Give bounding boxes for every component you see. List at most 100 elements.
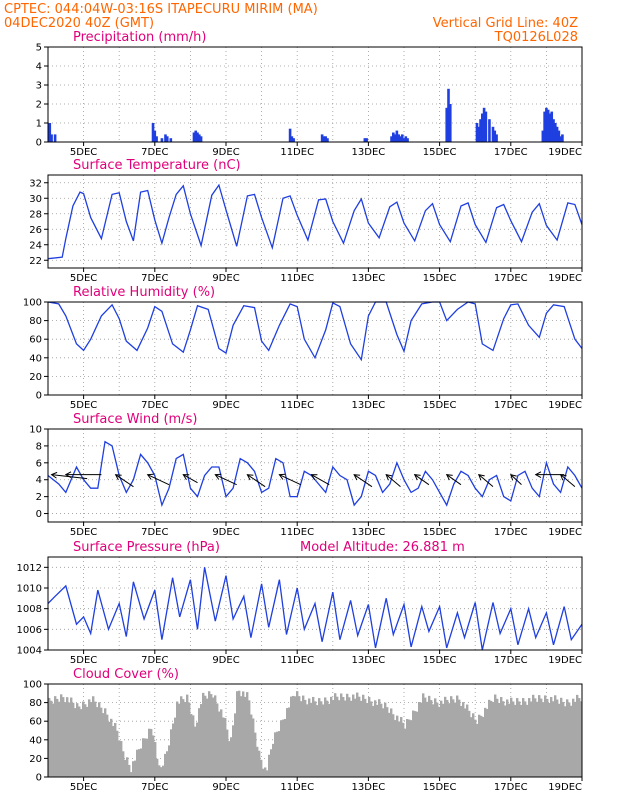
cloud-bar [48, 697, 51, 777]
cloud-bar [312, 696, 315, 777]
precip-bar [548, 113, 552, 142]
cloud-bar [126, 757, 129, 777]
cloud-bar [302, 695, 305, 777]
y-tick-label: 0 [36, 391, 42, 402]
panel-0: Precipitation (mm/h) 0 1 2 3 4 5 5DEC 7DEC 9DEC 11… [36, 30, 583, 158]
cloud-bar [344, 700, 347, 777]
y-tick-label: 100 [23, 680, 42, 691]
series-line [47, 440, 583, 508]
wind-arrow-shaft [414, 474, 430, 486]
cloud-bar [506, 699, 509, 777]
cloud-bar [142, 738, 145, 777]
cloud-bar [54, 696, 57, 777]
cloud-bar [508, 703, 511, 777]
cloud-bar [374, 700, 377, 777]
cloud-bar [220, 709, 223, 777]
cloud-bar [410, 720, 413, 777]
x-tick-label: 17DEC [494, 147, 528, 158]
x-tick-label: 13DEC [352, 273, 386, 284]
cloud-bar [104, 708, 107, 777]
x-tick-label: 13DEC [352, 527, 386, 538]
wind-arrow-head [559, 473, 567, 481]
panel-frame [47, 556, 583, 651]
cloud-bar [208, 691, 211, 777]
cloud-bar [190, 714, 193, 777]
y-tick-label: 8 [36, 441, 42, 452]
precip-bar [153, 130, 157, 142]
cloud-bar [324, 697, 327, 777]
header-model-code: TQ0126L028 [494, 30, 578, 45]
precip-bar [324, 136, 327, 142]
precip-bar [557, 130, 561, 142]
x-tick-label: 19DEC [548, 273, 582, 284]
precip-bar [447, 88, 450, 142]
cloud-bar [336, 696, 339, 777]
cloud-bar [80, 709, 83, 777]
x-tick-label: 9DEC [212, 655, 239, 666]
cloud-bar [272, 743, 275, 777]
precip-bar [495, 134, 498, 142]
precip-bar [561, 134, 564, 142]
cloud-bar [534, 698, 537, 777]
cloud-bar [438, 706, 441, 777]
y-tick-label: 2 [36, 492, 42, 503]
cloud-bar [564, 706, 567, 777]
precip-bar [400, 134, 404, 142]
cloud-bar [96, 707, 99, 777]
precip-bar [477, 126, 481, 142]
cloud-bar [484, 707, 487, 777]
precip-bar [165, 136, 169, 142]
panel-2: Relative Humidity (%) 0 20 40 60 80 100 5DEC 7DE… [23, 285, 583, 411]
cloud-bar [310, 702, 313, 777]
cloud-bar [298, 696, 301, 777]
cloud-bar [168, 745, 171, 777]
cloud-bar [130, 772, 133, 777]
precip-bar [390, 136, 393, 142]
y-tick-label: 4 [36, 62, 42, 73]
precip-bar [475, 123, 479, 142]
wind-arrow-head [64, 471, 72, 478]
cloud-bar [434, 698, 437, 777]
precip-bar [395, 130, 399, 142]
panel-frame [47, 301, 583, 396]
x-tick-label: 15DEC [423, 655, 457, 666]
wind-arrow-shaft [446, 474, 462, 486]
precip-bar [164, 134, 167, 142]
cloud-bar [106, 714, 109, 777]
precip-bar [404, 136, 408, 142]
precip-bar [546, 109, 550, 142]
cloud-bar [248, 700, 251, 777]
cloud-bar [270, 749, 273, 777]
cloud-bar [332, 700, 335, 777]
cloud-bar [514, 704, 517, 777]
precip-bar [488, 119, 491, 142]
precip-bar [290, 136, 294, 142]
y-tick-label: 10 [29, 425, 42, 436]
cloud-bar [240, 696, 243, 777]
cloud-bar [554, 695, 557, 777]
cloud-bar [284, 718, 287, 777]
cloud-bar [378, 699, 381, 777]
precip-bar [322, 136, 326, 142]
precip-bar [448, 104, 452, 142]
cloud-bar [160, 767, 163, 777]
y-tick-label: 40 [29, 353, 42, 364]
y-tick-label: 1012 [17, 563, 42, 574]
cloud-bar [264, 767, 267, 777]
panel-title: Relative Humidity (%) [73, 285, 215, 300]
cloud-bar [472, 713, 475, 777]
y-tick-label: 20 [29, 754, 42, 765]
wind-arrow-shaft [247, 474, 266, 488]
x-tick-label: 7DEC [141, 400, 168, 411]
wind-arrow-shaft [353, 474, 373, 488]
x-tick-label: 19DEC [548, 655, 582, 666]
precip-bar [192, 132, 196, 142]
precip-bar [50, 134, 53, 142]
precip-bar [402, 138, 406, 142]
cloud-bar [518, 701, 521, 777]
x-tick-label: 15DEC [423, 273, 457, 284]
cloud-bar [88, 699, 91, 777]
wind-arrow-shaft [510, 474, 522, 486]
header-station: CPTEC: 044:04W-03:16S ITAPECURU MIRIM (M… [4, 2, 318, 17]
